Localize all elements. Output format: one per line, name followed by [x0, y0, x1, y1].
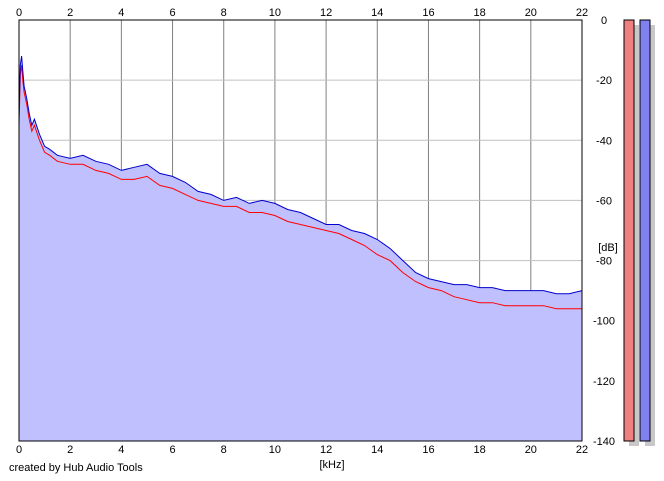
x-tick-label-bottom: 16	[422, 444, 434, 456]
x-tick-label-bottom: 6	[169, 444, 175, 456]
series-line-1	[18, 65, 582, 310]
x-tick-label-bottom: 22	[576, 444, 588, 456]
x-axis-label: [kHz]	[319, 459, 344, 471]
x-tick-label-top: 8	[221, 7, 227, 19]
x-tick-label-bottom: 0	[16, 444, 22, 456]
y-tick-labels: 0 -20 -40 -60 -80 -100 -120 -140	[593, 15, 615, 448]
x-tick-label-bottom: 10	[269, 444, 281, 456]
x-tick-label-top: 10	[269, 7, 281, 19]
x-tick-label-bottom: 8	[221, 444, 227, 456]
level-meter-2	[639, 19, 651, 442]
level-meters	[623, 19, 655, 446]
y-tick-label: -60	[596, 195, 612, 207]
x-tick-label-bottom: 20	[525, 444, 537, 456]
y-tick-label: -100	[593, 316, 615, 328]
x-tick-label-top: 6	[169, 7, 175, 19]
x-tick-labels-top: 0 2 4 6 8 10 12 14 16 18 20 22	[16, 7, 588, 19]
y-tick-label: -140	[593, 436, 615, 448]
x-tick-label-bottom: 18	[474, 444, 486, 456]
y-tick-label: -40	[596, 135, 612, 147]
spectrum-area-fill	[19, 56, 582, 441]
y-tick-label: -20	[596, 75, 612, 87]
y-tick-label: -80	[596, 256, 612, 268]
x-tick-label-top: 0	[16, 7, 22, 19]
series-layer	[18, 56, 583, 310]
y-tick-label: 0	[601, 15, 607, 27]
x-tick-label-bottom: 2	[67, 444, 73, 456]
credit-text: created by Hub Audio Tools	[9, 462, 143, 474]
x-tick-labels-bottom: 0 2 4 6 8 10 12 14 16 18 20 22	[16, 444, 588, 456]
level-meter-1	[623, 19, 635, 442]
x-tick-label-bottom: 14	[371, 444, 383, 456]
x-tick-label-top: 16	[422, 7, 434, 19]
x-tick-label-top: 4	[118, 7, 124, 19]
x-tick-label-top: 20	[525, 7, 537, 19]
series-line-2	[18, 56, 583, 295]
x-tick-label-bottom: 12	[320, 444, 332, 456]
plot-frame	[18, 19, 583, 442]
x-tick-label-top: 2	[67, 7, 73, 19]
x-tick-label-top: 14	[371, 7, 383, 19]
y-axis-label: [dB]	[598, 242, 618, 254]
x-tick-label-top: 18	[474, 7, 486, 19]
x-tick-label-top: 22	[576, 7, 588, 19]
x-tick-label-top: 12	[320, 7, 332, 19]
x-tick-label-bottom: 4	[118, 444, 124, 456]
y-tick-label: -120	[593, 376, 615, 388]
